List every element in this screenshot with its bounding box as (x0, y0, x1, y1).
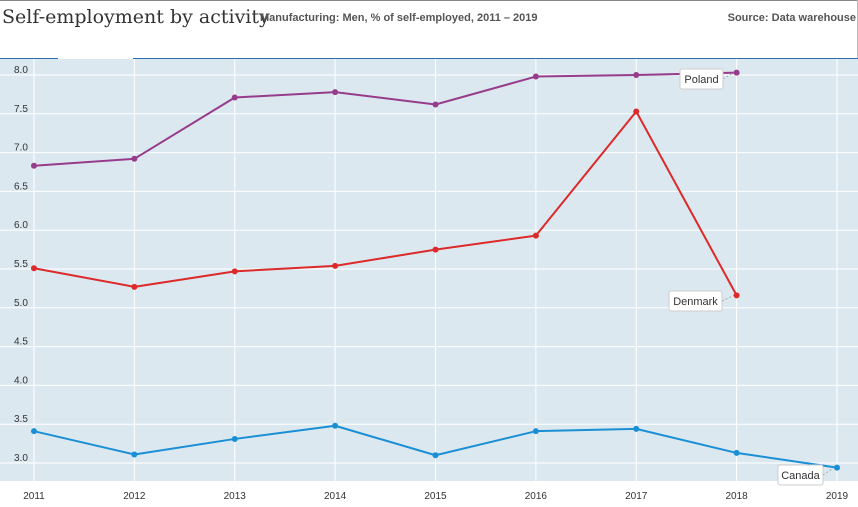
series-line-poland (33, 71, 737, 167)
line-chart: 3.0 3.5 4.0 4.5 5.0 5.5 6.0 6.5 7.0 7.5 8.0 2011 201… (0, 59, 858, 502)
data-point[interactable] (131, 451, 138, 458)
data-point[interactable] (332, 422, 339, 429)
y-tick-label: 3.5 (14, 414, 28, 425)
y-tick-label: 6.5 (14, 181, 28, 192)
chart-source: Source: Data warehouse (727, 12, 856, 24)
data-point[interactable] (432, 246, 439, 253)
x-tick-label: 2015 (424, 491, 447, 502)
data-point[interactable] (432, 101, 439, 108)
header-top-rule (0, 0, 858, 1)
data-point[interactable] (231, 94, 238, 101)
data-point[interactable] (131, 283, 138, 290)
x-tick-label: 2019 (826, 491, 849, 502)
y-tick-label: 7.5 (14, 104, 28, 115)
y-tick-label: 7.0 (14, 143, 28, 154)
x-tick-label: 2016 (525, 491, 548, 502)
data-point[interactable] (31, 162, 37, 169)
data-point[interactable] (633, 108, 640, 115)
y-tick-label: 3.0 (14, 453, 28, 464)
data-point[interactable] (633, 425, 640, 432)
data-point[interactable] (131, 155, 138, 162)
x-tick-label: 2012 (123, 491, 146, 502)
series-label-box (777, 464, 824, 486)
data-point[interactable] (231, 435, 238, 442)
data-point[interactable] (231, 268, 238, 275)
series-label-denmark: Denmark (673, 296, 718, 308)
chart-header: Self-employment by activity Manufacturin… (0, 0, 858, 58)
series-label-poland: Poland (684, 74, 718, 86)
active-tab-marker (58, 57, 133, 60)
x-tick-label: 2013 (224, 491, 247, 502)
data-point[interactable] (31, 428, 37, 435)
y-tick-label: 4.5 (14, 337, 28, 348)
x-tick-label: 2018 (726, 491, 749, 502)
data-point[interactable] (633, 72, 640, 78)
data-point[interactable] (733, 449, 740, 456)
x-tick-label: 2017 (625, 491, 648, 502)
data-point[interactable] (733, 69, 740, 76)
data-point[interactable] (31, 265, 37, 272)
y-tick-label: 5.0 (14, 298, 28, 309)
y-tick-label: 4.0 (14, 375, 28, 386)
y-tick-label: 5.5 (14, 259, 28, 270)
data-point[interactable] (532, 232, 539, 239)
data-point[interactable] (332, 89, 339, 96)
series-label-box (668, 290, 723, 312)
plot-background (0, 59, 858, 481)
data-point[interactable] (432, 452, 439, 459)
x-tick-label: 2014 (324, 491, 347, 502)
header-divider (0, 58, 858, 59)
chart-title: Self-employment by activity (2, 6, 270, 28)
series-label-canada: Canada (781, 470, 820, 482)
chart-subtitle: Manufacturing: Men, % of self-employed, … (260, 12, 538, 24)
data-point[interactable] (332, 262, 339, 269)
data-point[interactable] (532, 428, 539, 435)
data-point[interactable] (733, 292, 740, 299)
data-point[interactable] (532, 73, 539, 80)
data-point[interactable] (834, 464, 840, 471)
x-tick-label: 2011 (23, 491, 45, 502)
series-line-denmark (33, 110, 738, 296)
y-tick-label: 8.0 (14, 65, 28, 76)
series-label-box (679, 68, 724, 90)
y-tick-label: 6.0 (14, 220, 28, 231)
